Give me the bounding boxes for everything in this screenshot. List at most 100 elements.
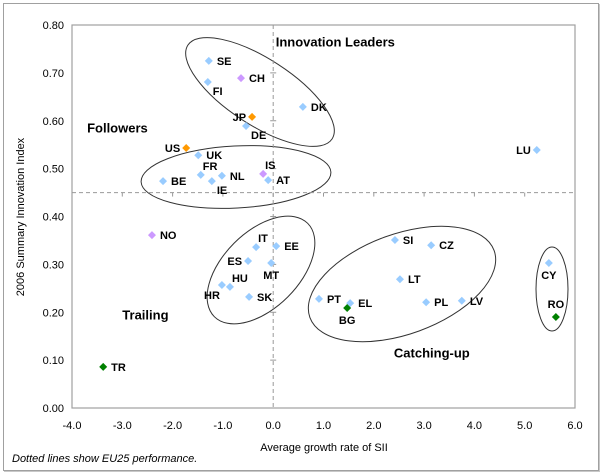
data-point-fi	[203, 77, 212, 86]
x-tick-label: 4.0	[467, 420, 482, 432]
x-tick-label: 3.0	[416, 420, 431, 432]
point-label-ro: RO	[548, 299, 565, 311]
x-tick-label: 0.0	[266, 420, 281, 432]
data-point-us	[182, 144, 191, 153]
point-label-hu: HU	[232, 273, 248, 285]
x-tick-label: 1.0	[316, 420, 331, 432]
point-label-jp: JP	[233, 112, 246, 124]
point-label-de: DE	[251, 130, 266, 142]
data-point-de	[242, 122, 251, 131]
cluster-ellipses	[140, 37, 569, 343]
annotation-innovation-leaders: Innovation Leaders	[276, 35, 395, 50]
point-label-lv: LV	[470, 296, 484, 308]
y-tick-label: 0.70	[43, 68, 64, 80]
point-label-pl: PL	[434, 297, 448, 309]
point-label-bg: BG	[339, 315, 356, 327]
x-axis-label: Average growth rate of SII	[260, 442, 388, 454]
point-label-se: SE	[217, 56, 232, 68]
data-point-hu	[225, 282, 234, 291]
data-point-pl	[422, 298, 431, 307]
cluster-ellipse-innovation-leaders	[185, 37, 335, 147]
point-label-el: EL	[358, 298, 372, 310]
data-point-lt	[395, 275, 404, 284]
x-tick-label: -1.0	[213, 420, 232, 432]
data-point-mt	[267, 258, 276, 267]
point-label-ee: EE	[284, 241, 299, 253]
annotation-followers: Followers	[87, 121, 148, 136]
data-point-es	[244, 257, 253, 266]
annotation-catching-up: Catching-up	[394, 346, 470, 361]
point-label-cy: CY	[541, 270, 557, 282]
data-point-ie	[207, 177, 216, 186]
data-point-be	[159, 177, 168, 186]
point-label-nl: NL	[230, 171, 245, 183]
point-label-hr: HR	[204, 290, 220, 302]
data-point-is	[259, 169, 268, 178]
point-label-us: US	[165, 143, 180, 155]
x-tick-label: 5.0	[517, 420, 532, 432]
y-tick-label: 0.30	[43, 259, 64, 271]
cluster-ellipse-catching-up	[307, 225, 497, 343]
x-tick-label: 6.0	[567, 420, 582, 432]
point-label-it: IT	[258, 233, 268, 245]
data-point-fr	[196, 170, 205, 179]
point-label-fr: FR	[203, 161, 218, 173]
data-point-lv	[457, 296, 466, 305]
point-label-ch: CH	[249, 73, 265, 85]
point-label-si: SI	[403, 235, 413, 247]
point-label-be: BE	[171, 176, 186, 188]
x-tick-label: -2.0	[163, 420, 182, 432]
data-point-ch	[237, 74, 246, 83]
point-label-fi: FI	[213, 86, 223, 98]
x-tick-label: -3.0	[113, 420, 132, 432]
data-point-cz	[427, 241, 436, 250]
cluster-ellipse-trailing	[206, 215, 316, 325]
y-tick-label: 0.20	[43, 307, 64, 319]
data-points	[99, 56, 560, 371]
data-point-pt	[314, 294, 323, 303]
y-tick-label: 0.80	[43, 20, 64, 32]
data-point-ee	[272, 242, 281, 251]
y-tick-label: 0.00	[43, 403, 64, 415]
y-tick-label: 0.10	[43, 355, 64, 367]
point-label-is: IS	[265, 160, 275, 172]
data-point-si	[390, 235, 399, 244]
point-label-es: ES	[227, 256, 242, 268]
data-point-lu	[532, 145, 541, 154]
data-point-tr	[99, 362, 108, 371]
y-tick-label: 0.50	[43, 164, 64, 176]
x-tick-label: -4.0	[63, 420, 82, 432]
axes	[71, 24, 576, 409]
data-point-nl	[217, 171, 226, 180]
data-point-jp	[248, 112, 257, 121]
data-point-dk	[298, 102, 307, 111]
point-label-uk: UK	[206, 150, 222, 162]
point-label-ie: IE	[217, 185, 227, 197]
plot-area	[71, 24, 576, 409]
data-point-no	[147, 231, 156, 240]
y-tick-label: 0.60	[43, 116, 64, 128]
cluster-annotations: Innovation Leaders Followers Trailing Catch…	[87, 35, 470, 361]
point-label-dk: DK	[311, 102, 327, 114]
annotation-trailing: Trailing	[122, 307, 168, 322]
point-label-no: NO	[160, 230, 177, 242]
data-point-se	[204, 56, 213, 65]
data-point-ro	[551, 313, 560, 322]
point-label-mt: MT	[263, 270, 279, 282]
tick-labels: -4.0 -3.0 -2.0 -1.0 0.0 1.0 2.0 3.0 4.0 5.0 6.0 0.0…	[43, 20, 583, 432]
point-label-cz: CZ	[439, 240, 454, 252]
x-tick-label: 2.0	[366, 420, 381, 432]
cluster-ellipse-cy-ro	[535, 246, 569, 332]
data-point-sk	[245, 292, 254, 301]
y-axis-label: 2006 Summary Innovation Index	[15, 137, 27, 296]
footnote: Dotted lines show EU25 performance.	[12, 453, 197, 465]
data-point-uk	[194, 151, 203, 160]
point-label-sk: SK	[257, 292, 272, 304]
data-point-it	[252, 243, 261, 252]
cluster-ellipse-followers	[140, 145, 332, 209]
point-label-pt: PT	[327, 294, 341, 306]
data-point-cy	[544, 258, 553, 267]
point-label-at: AT	[276, 175, 290, 187]
point-label-tr: TR	[111, 362, 126, 374]
